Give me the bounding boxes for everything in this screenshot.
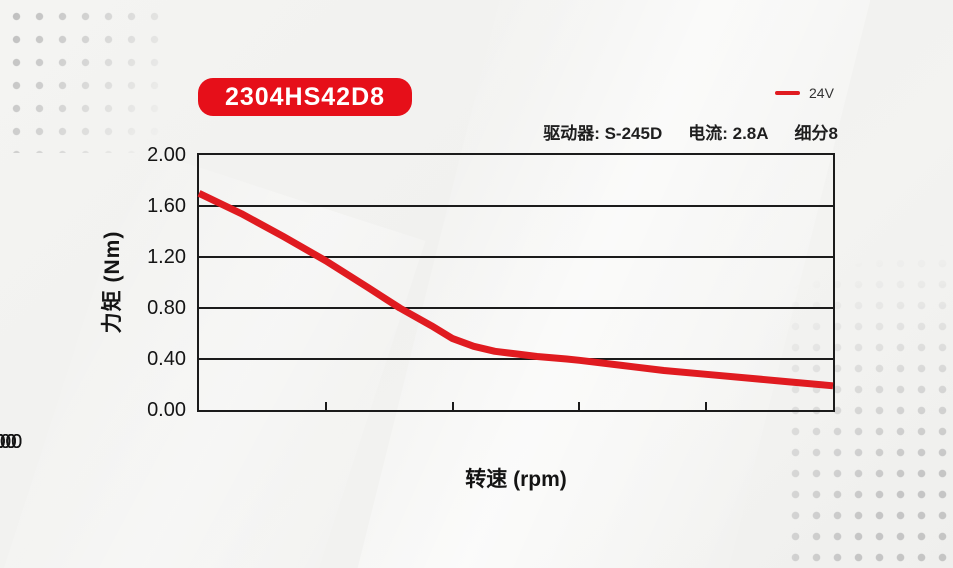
ytick-label: 0.40 — [147, 348, 186, 370]
xtick-label: 900 — [0, 431, 17, 453]
xtick-mark-900 — [578, 402, 580, 410]
gridline-1.60 — [199, 205, 833, 207]
y-axis-title: 力矩 (Nm) — [101, 230, 124, 334]
legend-label: 24V — [809, 85, 834, 101]
xtick-mark-600 — [452, 402, 454, 410]
model-badge-label: 2304HS42D8 — [224, 82, 386, 111]
model-badge: 2304HS42D8 — [198, 78, 412, 116]
halftone-dots-top-left — [0, 0, 173, 153]
ytick-label: 0.80 — [147, 297, 186, 319]
xtick-label: 600 — [0, 431, 17, 453]
microstep-text: 细分8 — [794, 124, 838, 143]
gridline-0.40 — [199, 358, 833, 360]
gridline-0.80 — [199, 307, 833, 309]
current-text: 电流: 2.8A — [688, 124, 769, 143]
xtick-label: 300 — [0, 431, 17, 453]
xtick-label: 1500 — [0, 431, 23, 453]
gridline-1.20 — [199, 256, 833, 258]
xtick-mark-300 — [325, 402, 327, 410]
ytick-label: 0.00 — [147, 399, 186, 421]
xtick-label: 1200 — [0, 431, 23, 453]
plot-area — [197, 153, 835, 412]
xtick-label: 0 — [0, 431, 6, 454]
legend-line — [775, 91, 800, 95]
ytick-label: 2.00 — [147, 144, 186, 166]
ytick-label: 1.60 — [147, 195, 186, 217]
xtick-mark-1200 — [705, 402, 707, 410]
chart-legend: 24V — [775, 85, 834, 101]
x-axis-title: 转速 (rpm) — [465, 468, 567, 491]
driver-model-text: 驱动器: S-245D — [543, 124, 663, 143]
curve-svg — [197, 190, 834, 390]
ytick-label: 1.20 — [147, 246, 186, 268]
driver-info-row: 驱动器: S-245D 电流: 2.8A 细分8 — [543, 119, 838, 144]
